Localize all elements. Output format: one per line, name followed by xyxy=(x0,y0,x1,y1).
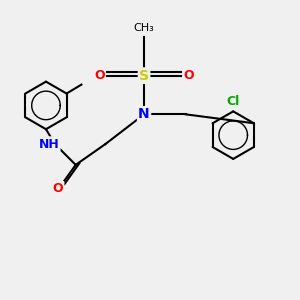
Text: O: O xyxy=(94,69,105,82)
Text: S: S xyxy=(139,69,149,83)
Text: NH: NH xyxy=(39,138,59,151)
Text: O: O xyxy=(183,69,194,82)
Text: O: O xyxy=(52,182,63,195)
Text: Cl: Cl xyxy=(226,95,240,108)
Text: CH₃: CH₃ xyxy=(134,22,154,33)
Text: N: N xyxy=(138,107,150,121)
